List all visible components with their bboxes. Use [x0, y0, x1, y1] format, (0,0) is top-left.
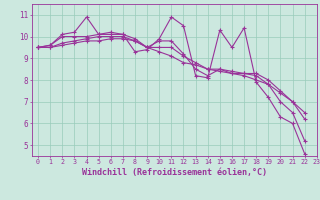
X-axis label: Windchill (Refroidissement éolien,°C): Windchill (Refroidissement éolien,°C) [82, 168, 267, 177]
